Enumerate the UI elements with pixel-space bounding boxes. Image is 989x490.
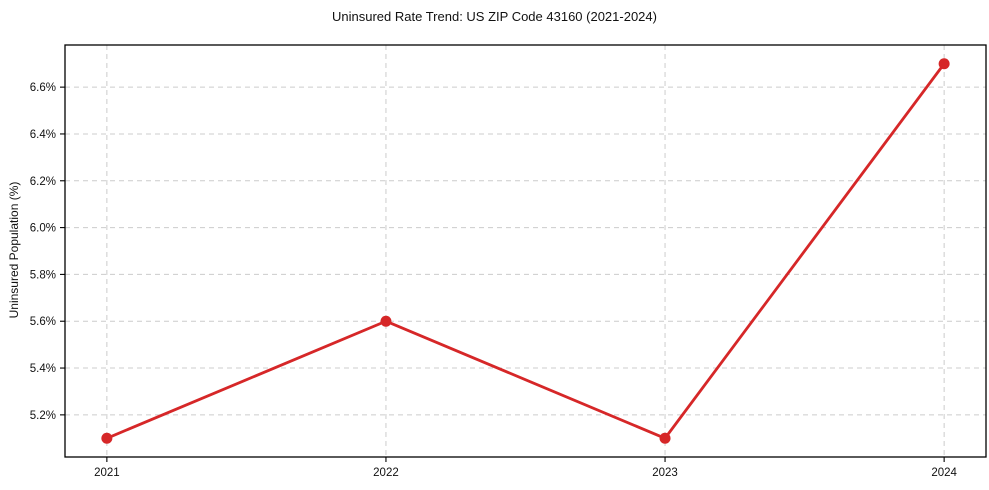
y-tick-label: 6.0% xyxy=(30,223,56,235)
trend-line xyxy=(105,62,946,440)
y-tick-label: 6.2% xyxy=(30,176,56,188)
data-point xyxy=(938,58,950,70)
chart-title: Uninsured Rate Trend: US ZIP Code 43160 … xyxy=(332,9,657,24)
data-point xyxy=(659,432,671,444)
y-tick-label: 5.8% xyxy=(30,269,56,281)
data-point xyxy=(101,432,113,444)
y-tick-label: 5.4% xyxy=(30,363,56,375)
x-tick-label: 2022 xyxy=(373,467,399,479)
x-tick-label: 2021 xyxy=(94,467,120,479)
plot-frame xyxy=(64,44,987,458)
y-tick-label: 5.6% xyxy=(30,316,56,328)
x-tick-label: 2024 xyxy=(931,467,957,479)
y-tick-label: 6.4% xyxy=(30,129,56,141)
x-tick-label: 2023 xyxy=(652,467,678,479)
y-tick-label: 6.6% xyxy=(30,82,56,94)
data-point xyxy=(380,315,392,327)
y-tick-label: 5.2% xyxy=(30,410,56,422)
